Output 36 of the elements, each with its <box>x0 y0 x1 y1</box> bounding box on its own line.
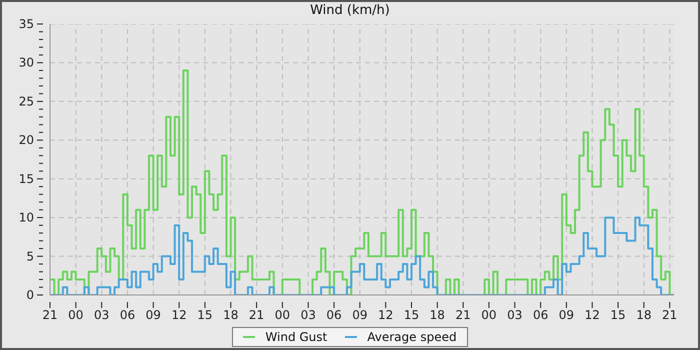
x-tick-label: 09 <box>352 308 368 322</box>
x-tick-label: 21 <box>248 308 264 322</box>
chart-title: Wind (km/h) <box>309 3 391 18</box>
x-tick-label: 03 <box>507 308 522 322</box>
y-tick-label: 0 <box>26 288 34 302</box>
x-tick-label: 03 <box>300 308 316 322</box>
x-tick-label: 15 <box>197 308 213 322</box>
x-tick-label: 21 <box>455 308 471 322</box>
y-tick-label: 15 <box>18 172 34 186</box>
x-tick-label: 06 <box>120 308 136 322</box>
y-tick-label: 35 <box>18 17 34 31</box>
x-tick-label: 12 <box>584 308 600 322</box>
x-tick-label: 21 <box>662 308 678 322</box>
x-tick-label: 15 <box>610 308 626 322</box>
x-tick-label: 00 <box>481 308 497 322</box>
x-tick-label: 00 <box>68 308 84 322</box>
x-tick-label: 15 <box>404 308 420 322</box>
y-tick-label: 30 <box>18 56 34 70</box>
x-tick-label: 18 <box>430 308 445 322</box>
y-tick-label: 10 <box>18 210 34 225</box>
x-tick-label: 12 <box>378 308 394 322</box>
x-tick-label: 09 <box>558 308 574 322</box>
x-tick-label: 12 <box>171 308 187 322</box>
x-tick-label: 03 <box>94 308 110 322</box>
x-tick-label: 06 <box>532 308 548 322</box>
x-tick-label: 00 <box>274 308 290 322</box>
x-tick-label: 06 <box>326 308 342 322</box>
legend-label: Average speed <box>367 330 457 344</box>
x-tick-label: 18 <box>636 308 652 322</box>
x-tick-label: 09 <box>146 308 161 322</box>
y-tick-label: 5 <box>26 249 34 264</box>
y-tick-label: 25 <box>18 94 34 108</box>
x-tick-label: 18 <box>223 308 238 322</box>
legend-label: Wind Gust <box>265 330 328 344</box>
x-tick-label: 21 <box>42 308 58 322</box>
y-tick-label: 20 <box>18 133 34 148</box>
